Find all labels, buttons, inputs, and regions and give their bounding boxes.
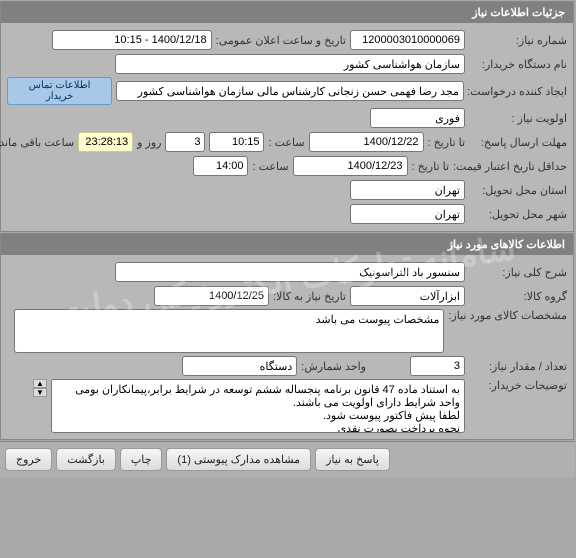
need-details-panel: جزئیات اطلاعات نیاز شماره نیاز: تاریخ و … [1,1,575,232]
attachments-button[interactable]: مشاهده مدارک پیوستی (1) [167,448,312,471]
desc-field [116,262,466,282]
to-date-label-1: تا تاریخ : [429,136,466,149]
valid-time-field [194,156,249,176]
need-number-label: شماره نیاز: [470,34,568,47]
unit-field [183,356,298,376]
contact-info-button[interactable]: اطلاعات تماس خریدار [8,77,113,105]
group-field [351,286,466,306]
to-date-label-2: تا تاریخ : [413,160,450,173]
back-button[interactable]: بازگشت [57,448,117,471]
qty-label: تعداد / مقدار نیاز: [470,360,568,373]
chevron-down-icon[interactable]: ▼ [34,388,48,397]
need-number-field [351,30,466,50]
priority-field [371,108,466,128]
unit-label: واحد شمارش: [302,360,367,373]
city-field [351,204,466,224]
province-field [351,180,466,200]
need-date-label: تاریخ نیاز به کالا: [274,290,347,303]
buyer-org-label: نام دستگاه خریدار: [470,58,568,71]
reply-deadline-label: مهلت ارسال پاسخ: [470,136,568,149]
need-details-header: جزئیات اطلاعات نیاز [2,2,574,23]
notes-label: توضیحات خریدار: [470,379,568,392]
desc-label: شرح کلی نیاز: [470,266,568,279]
valid-date-field [294,156,409,176]
goods-info-header: اطلاعات کالاهای مورد نیاز [2,234,574,255]
creator-label: ایجاد کننده درخواست: [469,85,568,98]
notes-scroll-buttons[interactable]: ▲ ▼ [34,379,48,397]
announce-label: تاریخ و ساعت اعلان عمومی: [217,34,347,47]
countdown-field [79,132,134,152]
qty-field [411,356,466,376]
chevron-up-icon[interactable]: ▲ [34,379,48,388]
creator-field [117,81,465,101]
time-label-1: ساعت : [269,136,305,149]
reply-date-field [310,132,425,152]
spec-label: مشخصات کالای مورد نیاز: [449,309,568,322]
days-remaining-field [166,132,206,152]
reply-button[interactable]: پاسخ به نیاز [316,448,391,471]
need-date-field [155,286,270,306]
reply-time-field [210,132,265,152]
announce-field [53,30,213,50]
button-bar: پاسخ به نیاز مشاهده مدارک پیوستی (1) چاپ… [0,441,576,477]
priority-label: اولویت نیاز : [470,112,568,125]
city-label: شهر محل تحویل: [470,208,568,221]
min-valid-label: حداقل تاریخ اعتبار قیمت: [454,160,568,173]
goods-info-panel: اطلاعات کالاهای مورد نیاز شرح کلی نیاز: … [1,233,575,440]
print-button[interactable]: چاپ [121,448,164,471]
group-label: گروه کالا: [470,290,568,303]
exit-button[interactable]: خروج [6,448,53,471]
province-label: استان محل تحویل: [470,184,568,197]
spec-field [15,309,445,353]
days-and-label: روز و [138,136,162,149]
remain-label: ساعت باقی مانده [0,136,75,149]
buyer-org-field [116,54,466,74]
time-label-2: ساعت : [253,160,289,173]
notes-field [52,379,466,433]
